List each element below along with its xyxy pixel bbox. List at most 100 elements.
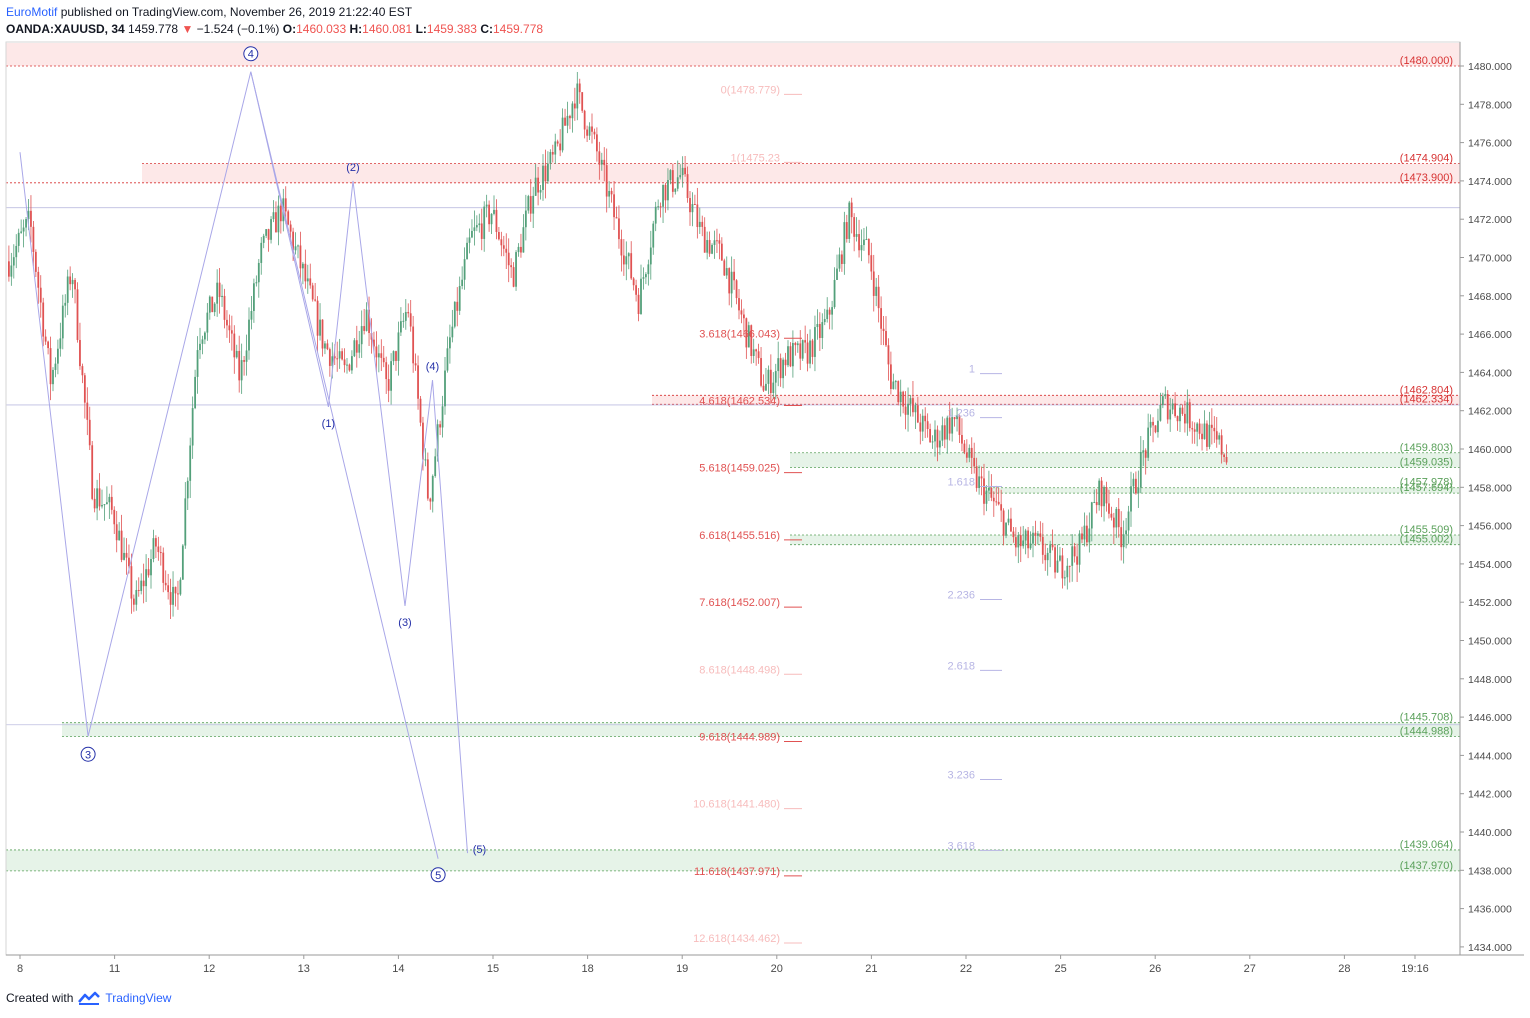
candle-body [250,311,253,320]
candle-body [963,443,966,453]
candle-body [973,457,976,467]
candle-body [500,239,503,246]
candle-body [892,381,895,390]
candle-body [867,239,870,256]
candle-body [12,257,15,266]
candle-body [88,419,91,446]
candle-body [422,422,424,460]
candle-body [740,310,743,315]
candle-body [10,265,13,277]
candle-body [542,165,544,190]
candle-body [615,217,618,219]
x-tick-label: 12 [203,963,215,975]
fib-extension-label: 6.618(1455.516) [699,530,780,542]
chart-header: EuroMotif published on TradingView.com, … [6,4,543,38]
candle-body [179,579,182,595]
candle-body [414,363,417,366]
candle-body [458,286,461,311]
candle-body [769,369,772,393]
candle-body [792,342,794,367]
wave-markers-layer: 4 3 5 (1) (2) (3) (4) (5) [80,46,486,883]
candle-body [943,425,946,440]
candle-body [1061,555,1064,579]
candle-body [517,246,520,253]
candle-body [328,349,331,366]
y-tick-label: 1436.000 [1468,904,1512,916]
candle-body [1083,525,1086,540]
open-label: O: [282,22,297,36]
candle-body [789,346,792,367]
candle-body [1081,533,1083,540]
candle-body [765,383,767,391]
candle-body [924,415,927,422]
y-tick-label: 1440.000 [1468,827,1512,839]
candle-body [713,240,716,245]
candle-body [377,353,380,358]
price-line-label: (1459.035) [1400,456,1453,468]
candle-body [221,295,223,298]
candle-body [39,287,42,303]
candle-body [326,343,329,350]
tradingview-brand[interactable]: TradingView [105,991,172,1005]
candle-body [115,524,118,541]
candle-body [701,221,704,227]
candle-body [1154,425,1157,433]
candle-body [93,498,96,509]
candle-body [429,498,432,502]
candle-body [676,177,679,189]
candle-body [1174,403,1176,417]
publisher-name[interactable]: EuroMotif [6,5,58,19]
wave-marker-circle [80,746,96,762]
candle-body [698,221,701,228]
publisher-line: EuroMotif published on TradingView.com, … [6,4,543,21]
wave-marker-label: (5) [473,844,486,856]
candle-body [15,245,18,258]
candle-body [1095,502,1098,506]
candle-body [140,580,143,591]
price-change: −1.524 (−0.1%) [196,22,280,36]
candle-body [128,557,130,567]
candle-body [1137,487,1140,494]
candle-body [1066,565,1069,578]
candle-body [485,204,488,207]
candle-body [625,256,628,265]
candle-body [79,339,81,367]
candle-body [539,189,542,193]
y-tick-label: 1438.000 [1468,865,1512,877]
right-labels-layer: (1480.000) (1474.904) (1473.900) (1462.804)… [1400,55,1453,872]
wave-marker-label: (1) [322,418,335,430]
candle-body [164,582,167,586]
fib-extension-label: 12.618(1434.462) [693,933,780,945]
candle-body [336,358,339,360]
candle-body [162,552,165,583]
candle-body [321,319,324,349]
candle-body [208,296,211,313]
candle-body [632,278,635,286]
candle-body [679,175,682,178]
candle-body [368,309,370,334]
candle-body [61,305,64,339]
candle-body [387,379,390,391]
candle-body [86,402,89,420]
candle-body [894,381,897,383]
candle-body [189,445,192,481]
candle-body [946,417,949,440]
open-value: 1460.033 [296,22,347,36]
price-zone [652,395,1460,405]
candle-body [887,345,890,365]
candle-body [1014,537,1017,548]
candle-body [622,255,625,265]
candle-body [275,212,277,233]
candle-body [1164,394,1167,397]
high-label: H: [349,22,363,36]
candle-body [569,115,571,119]
candle-body [586,129,588,136]
candle-body [662,184,664,207]
candle-body [292,231,294,251]
candle-body [1059,555,1061,561]
candle-body [782,359,784,379]
candle-body [1223,454,1225,457]
candle-body [544,165,547,182]
candle-body [669,170,672,181]
